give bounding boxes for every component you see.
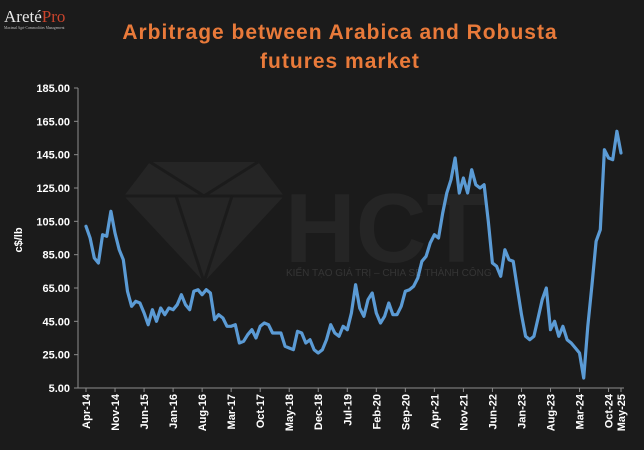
y-tick-labels: 185.00 165.00 145.00 125.00 105.00 85.00 65.00… [36, 83, 78, 395]
hct-watermark: HCT KIẾN TẠO GIÁ TRỊ – CHIA SẺ THÀNH CÔN… [124, 160, 492, 287]
watermark-diamond-icon [124, 162, 284, 282]
x-tick-label: Apr-14 [81, 393, 93, 429]
logo-brand-main: Areté [4, 7, 42, 26]
chart-title: Arbitrage between Arabica and Robusta fu… [60, 18, 620, 76]
y-tick-label: 145.00 [36, 150, 70, 162]
x-tick-label: Jan-23 [516, 394, 528, 429]
y-tick-label: 5.00 [49, 383, 70, 395]
x-tick-label: Jun-22 [487, 394, 499, 429]
logo-tagline: Maximal Agri-Commodities Management [4, 26, 65, 30]
series-line [84, 129, 623, 380]
x-tick-label: May-18 [284, 394, 296, 431]
x-tick-label: Nov-14 [110, 393, 122, 431]
x-tick-label: Feb-20 [371, 394, 383, 429]
x-tick-label: Oct-17 [255, 394, 267, 428]
y-tick-label: 105.00 [36, 216, 70, 228]
y-tick-label: 25.00 [42, 350, 70, 362]
x-tick-label: Jul-19 [342, 394, 354, 426]
x-tick-label: Aug-23 [545, 394, 557, 431]
y-tick-label: 45.00 [42, 316, 70, 328]
y-tick-label: 185.00 [36, 83, 70, 95]
x-tick-label: Dec-18 [313, 394, 325, 430]
x-tick-label: Nov-21 [458, 394, 470, 431]
logo-brand-accent: Pro [41, 7, 66, 26]
x-tick-label: Apr-21 [429, 394, 441, 429]
y-tick-label: 165.00 [36, 116, 70, 128]
x-tick-label: Mar-17 [226, 394, 238, 429]
watermark-slogan: KIẾN TẠO GIÁ TRỊ – CHIA SẺ THÀNH CÔNG [286, 266, 492, 279]
x-tick-label: Sep-20 [400, 394, 412, 430]
y-tick-label: 85.00 [42, 250, 70, 262]
watermark-letters: HCT [285, 173, 486, 283]
y-axis-label: c$/lb [13, 227, 25, 252]
x-tick-label: Mar-24 [575, 393, 587, 429]
y-tick-label: 125.00 [36, 183, 70, 195]
x-tick-labels: Apr-14 Nov-14 Jun-15 Jan-16 Aug-16 Mar-17 Oct-… [81, 388, 628, 431]
x-tick-label: Oct-24 [604, 393, 616, 428]
y-tick-label: 65.00 [42, 283, 70, 295]
x-tick-label: Aug-16 [197, 394, 209, 431]
chart-title-line-2: futures market [260, 50, 420, 73]
aretepro-logo: AretéPro Maximal Agri-Commodities Manage… [4, 8, 84, 31]
x-tick-label: Jan-16 [168, 394, 180, 429]
x-tick-label: Jun-15 [139, 394, 151, 429]
x-tick-label: May-25 [616, 394, 628, 431]
chart-title-line-1: Arbitrage between Arabica and Robusta [122, 21, 558, 44]
